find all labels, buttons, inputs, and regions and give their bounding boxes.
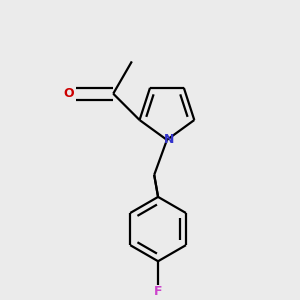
Text: O: O [63,87,74,100]
Text: N: N [164,134,174,146]
Text: F: F [154,285,162,298]
